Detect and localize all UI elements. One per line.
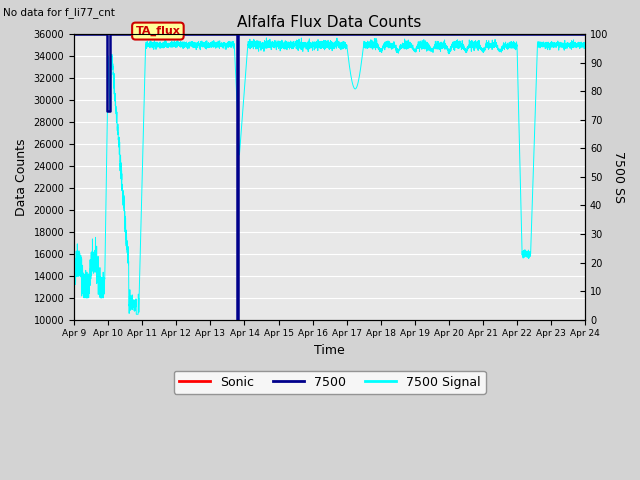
X-axis label: Time: Time [314,344,345,357]
Text: TA_flux: TA_flux [136,26,180,36]
Y-axis label: Data Counts: Data Counts [15,138,28,216]
Title: Alfalfa Flux Data Counts: Alfalfa Flux Data Counts [237,15,422,30]
Legend: Sonic, 7500, 7500 Signal: Sonic, 7500, 7500 Signal [173,371,486,394]
Text: No data for f_li77_cnt: No data for f_li77_cnt [3,7,115,18]
Y-axis label: 7500 SS: 7500 SS [612,151,625,203]
